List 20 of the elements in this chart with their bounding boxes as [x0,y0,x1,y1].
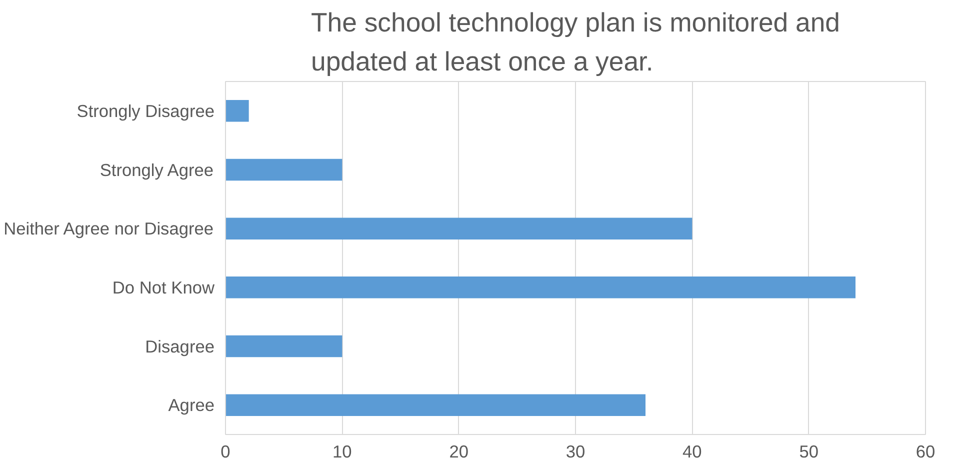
y-tick-label: Disagree [145,336,215,356]
bar [226,335,342,358]
x-tick-label: 60 [916,442,936,462]
x-tick-label: 0 [220,442,230,462]
y-tick-label: Neither Agree nor Disagree [4,218,214,239]
y-tick-label: Strongly Agree [100,160,214,180]
x-tick-label: 20 [449,442,468,462]
y-tick-label: Strongly Disagree [76,100,215,121]
bar [226,100,249,122]
bar [226,158,342,181]
y-tick-label: Do Not Know [112,277,215,298]
bar [226,394,646,416]
bar [226,218,692,240]
y-tick-label: Agree [168,395,215,416]
x-tick-label: 50 [799,442,818,462]
bar [226,276,856,298]
chart-title: The school technology plan is monitored and updated at least once a year. [310,8,840,76]
x-tick-label: 40 [682,442,702,462]
x-tick-label: 10 [332,442,352,462]
x-tick-label: 30 [566,442,586,462]
